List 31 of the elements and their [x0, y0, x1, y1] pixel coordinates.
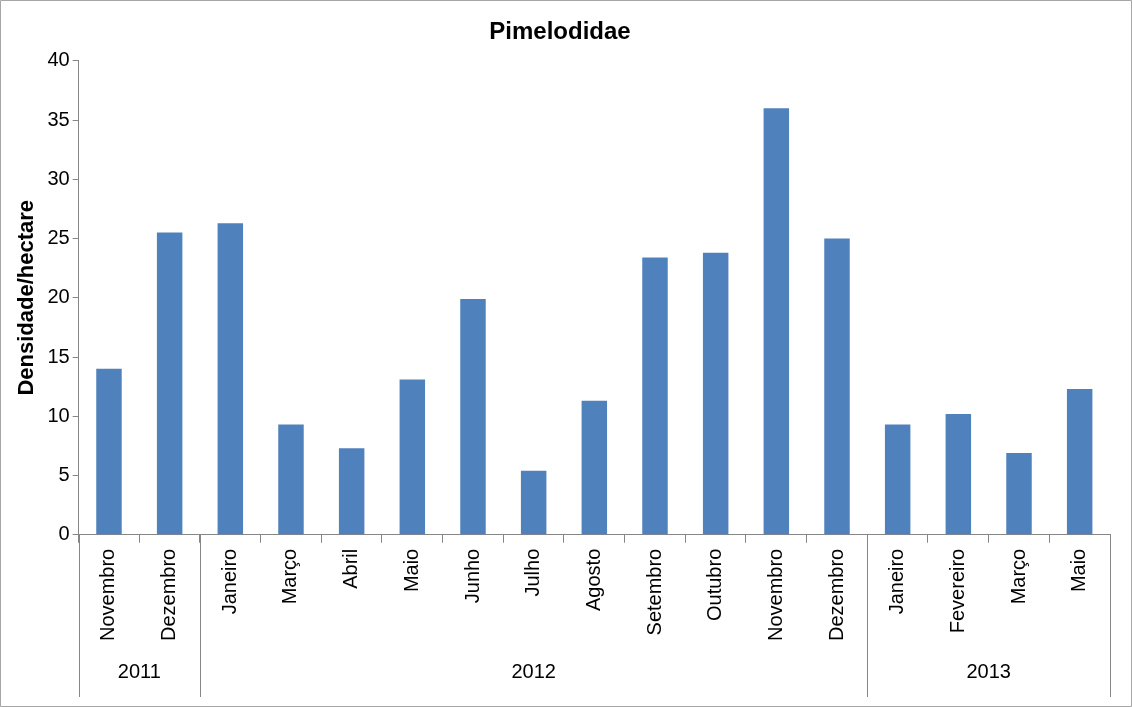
x-tick-label: Maio [1067, 548, 1090, 593]
x-tick-label: Outubro [703, 548, 726, 622]
y-tick-label: 5 [58, 463, 70, 486]
x-tick-label: Novembro [96, 548, 119, 642]
text: 2012 [511, 659, 556, 682]
x-tick-label: Julho [521, 548, 544, 597]
text: 2011 [117, 659, 161, 682]
text: 2013 [966, 659, 1011, 682]
x-tick-label: Junho [460, 548, 483, 604]
x-tick-label: Agosto [581, 548, 604, 612]
x-tick-label: Maio [399, 548, 422, 593]
y-tick-label: 0 [58, 522, 70, 545]
x-tick-label: Dezembro [157, 548, 180, 642]
x-tick-label: Abril [339, 548, 362, 589]
y-tick-label: 35 [47, 107, 70, 130]
y-tick-label: 30 [47, 166, 70, 189]
y-tick-label: 20 [47, 285, 70, 308]
y-axis-title: Densidade/hectare [13, 199, 39, 396]
y-tick-label: 15 [47, 344, 70, 367]
y-tick-label: 25 [47, 226, 70, 249]
x-tick-label: Novembro [763, 548, 786, 642]
y-tick-label: 10 [47, 403, 70, 426]
x-tick-label: Dezembro [824, 548, 847, 642]
chart-title: Pimelodidae [489, 17, 631, 45]
x-tick-label: Março [278, 548, 301, 605]
x-tick-label: Setembro [642, 548, 665, 636]
x-tick-label: Fevereiro [945, 548, 968, 634]
x-tick-label: Janeiro [217, 548, 240, 615]
y-tick-label: 40 [47, 48, 70, 71]
x-tick-label: Março [1006, 548, 1029, 605]
x-tick-label: Janeiro [885, 548, 908, 615]
